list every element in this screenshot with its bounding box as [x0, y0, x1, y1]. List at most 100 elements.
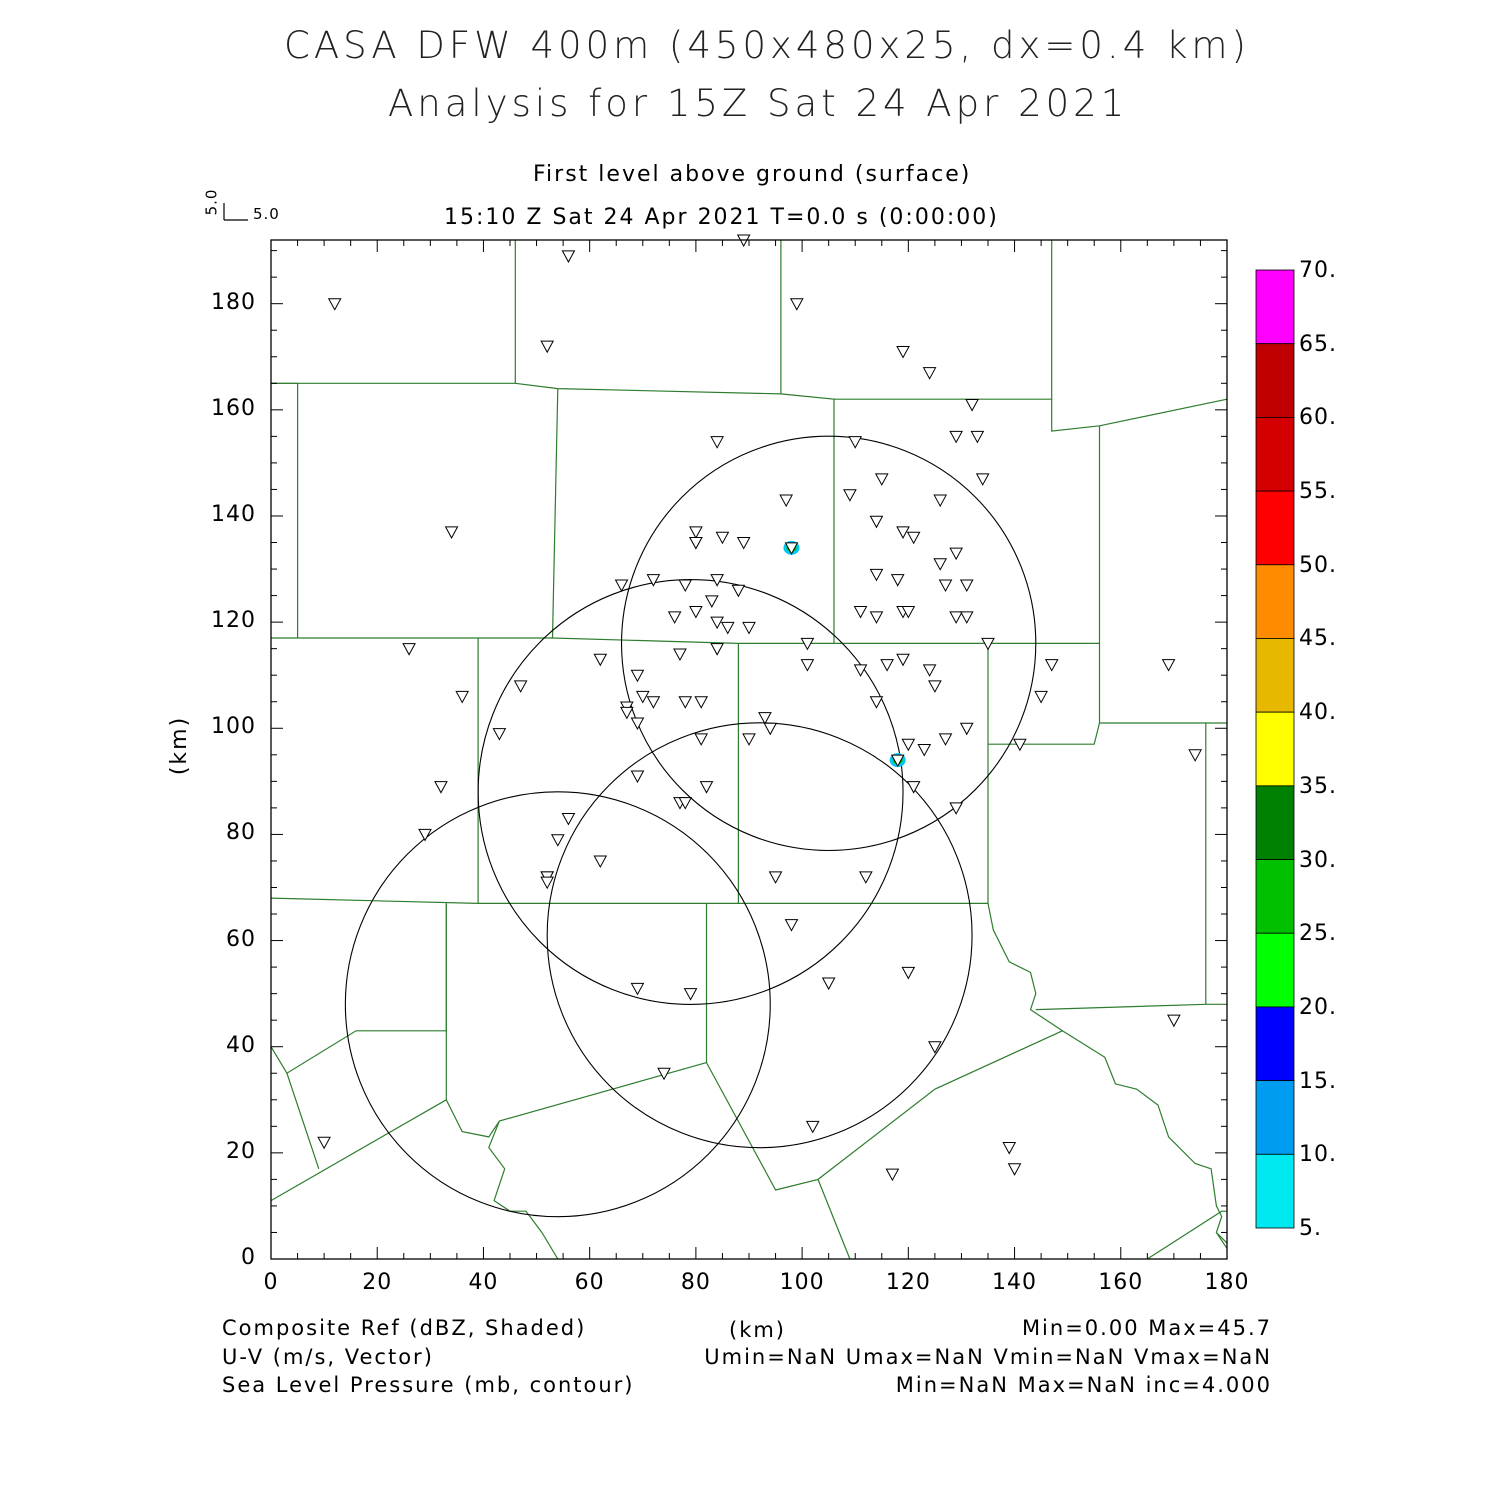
- colorbar-swatch: [1255, 638, 1295, 713]
- y-tick-label: 180: [211, 289, 256, 315]
- station-marker: [704, 595, 719, 608]
- county-boundary-line: [270, 897, 988, 905]
- station-marker: [327, 298, 342, 311]
- station-marker: [678, 696, 693, 709]
- colorbar-label: 65.: [1299, 331, 1337, 357]
- station-marker: [970, 430, 985, 444]
- station-marker: [848, 436, 863, 449]
- station-marker: [694, 696, 709, 709]
- station-marker: [906, 781, 921, 794]
- station-marker: [593, 855, 608, 868]
- station-marker: [402, 643, 416, 656]
- station-marker: [821, 977, 836, 991]
- station-marker: [901, 966, 916, 980]
- county-boundary-line: [1215, 1232, 1228, 1249]
- colorbar-swatch: [1255, 490, 1295, 566]
- county-boundary-line: [1098, 643, 1227, 724]
- station-marker: [843, 489, 857, 502]
- colorbar-swatch: [1255, 1153, 1295, 1229]
- station-marker: [513, 680, 528, 693]
- station-marker: [869, 515, 884, 529]
- station-marker: [922, 367, 937, 380]
- county-boundary-line: [286, 1073, 320, 1169]
- station-marker: [959, 579, 974, 593]
- station-marker: [689, 606, 703, 619]
- station-marker: [1188, 749, 1202, 762]
- station-marker: [1167, 1014, 1181, 1028]
- station-marker: [959, 722, 974, 736]
- footer-field-3: Sea Level Pressure (mb, contour): [222, 1373, 635, 1397]
- x-tick-label: 40: [468, 1270, 499, 1295]
- x-tick-label: 100: [779, 1270, 825, 1295]
- colorbar-swatch: [1255, 269, 1295, 345]
- vector-key-arrow: [223, 203, 248, 221]
- station-marker: [901, 606, 916, 619]
- county-boundary-line: [817, 1179, 851, 1260]
- y-tick-label: 20: [226, 1138, 256, 1164]
- colorbar-swatch: [1255, 932, 1295, 1008]
- station-marker: [779, 494, 794, 508]
- station-marker: [699, 781, 714, 794]
- county-boundary-line: [834, 240, 1053, 400]
- x-tick-label: 180: [1204, 1270, 1250, 1295]
- station-marker: [859, 871, 873, 884]
- station-marker: [949, 611, 963, 624]
- colorbar-label: 10.: [1299, 1142, 1337, 1168]
- y-tick-label: 100: [211, 714, 256, 740]
- colorbar-swatch: [1255, 1006, 1295, 1082]
- station-marker: [869, 611, 884, 624]
- colorbar-label: 70.: [1299, 258, 1337, 283]
- time-subtitle: 15:10 Z Sat 24 Apr 2021 T=0.0 s (0:00:00…: [444, 205, 999, 230]
- colorbar-label: 55.: [1299, 479, 1337, 505]
- station-marker: [742, 621, 756, 635]
- level-subtitle: First level above ground (surface): [533, 162, 972, 187]
- county-boundary-line: [1051, 398, 1228, 432]
- station-marker: [784, 919, 799, 932]
- colorbar-label: 25.: [1299, 921, 1337, 947]
- y-tick-label: 40: [226, 1032, 256, 1058]
- station-marker: [742, 733, 756, 746]
- station-marker: [896, 653, 910, 667]
- station-marker: [922, 664, 937, 677]
- x-tick-label: 80: [680, 1270, 711, 1295]
- station-marker: [630, 982, 645, 996]
- station-marker: [853, 664, 868, 677]
- county-boundary-line: [987, 903, 1228, 1244]
- station-marker: [630, 770, 645, 784]
- station-marker: [630, 669, 645, 683]
- station-marker: [885, 1168, 900, 1182]
- county-boundary-line: [488, 1120, 559, 1260]
- county-boundary-line: [445, 903, 708, 1138]
- station-marker: [938, 733, 953, 746]
- station-marker: [768, 871, 783, 884]
- station-marker: [890, 574, 905, 587]
- x-tick-label: 160: [1098, 1270, 1144, 1295]
- station-marker: [933, 558, 948, 571]
- colorbar-swatch: [1255, 711, 1295, 787]
- county-boundary-line: [271, 637, 1095, 645]
- station-marker: [896, 526, 910, 539]
- county-boundary-line: [271, 240, 516, 384]
- colorbar-swatch: [1255, 1080, 1295, 1155]
- x-tick-label: 140: [992, 1270, 1038, 1295]
- station-marker: [694, 733, 709, 746]
- station-marker: [710, 616, 724, 630]
- map-title-line1: CASA DFW 400m (450x480x25, dx=0.4 km): [284, 24, 1250, 67]
- station-marker: [869, 696, 884, 709]
- station-marker: [959, 611, 974, 624]
- county-boundaries: [270, 240, 1228, 1260]
- axis-ticks: [270, 240, 1228, 1260]
- county-boundary-line: [515, 240, 782, 395]
- map-title-line2: Analysis for 15Z Sat 24 Apr 2021: [388, 82, 1129, 125]
- colorbar-label: 15.: [1299, 1068, 1337, 1094]
- station-marker: [928, 680, 942, 693]
- x-tick-label: 0: [263, 1270, 279, 1295]
- x-tick-label: 120: [885, 1270, 931, 1295]
- y-tick-label: 60: [226, 926, 256, 952]
- station-marker: [890, 754, 905, 768]
- station-marker: [561, 812, 576, 826]
- x-tick-label: 20: [362, 1270, 393, 1295]
- station-marker: [540, 340, 555, 354]
- colorbar-label: 50.: [1299, 552, 1337, 578]
- footer-stats-3: Min=NaN Max=NaN inc=4.000: [895, 1373, 1272, 1397]
